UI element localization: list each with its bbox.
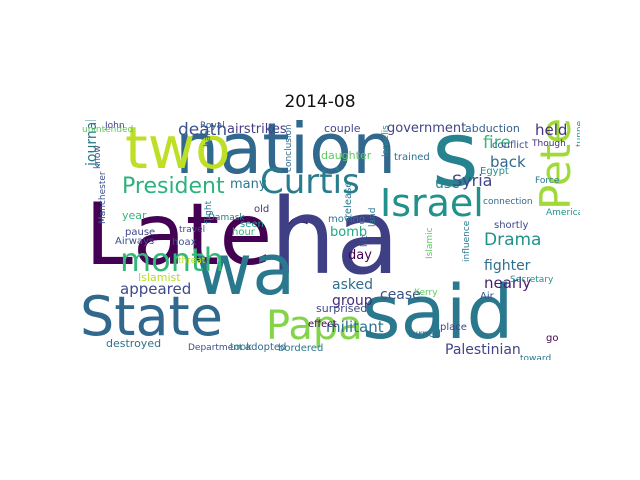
cloud-word: use — [435, 176, 460, 192]
cloud-word: lift — [360, 235, 370, 247]
cloud-word: old — [254, 204, 270, 215]
cloud-word: fighter — [484, 258, 531, 274]
cloud-word: John — [105, 121, 125, 131]
cloud-word: seen — [240, 219, 264, 230]
cloud-word: Secretary — [510, 275, 554, 285]
cloud-word: trained — [394, 152, 430, 163]
cloud-word: appeared — [120, 280, 192, 298]
cloud-word: many — [230, 177, 267, 192]
cloud-word: adopted — [245, 342, 287, 353]
cloud-word: Royal — [200, 121, 225, 131]
cloud-word: release — [343, 181, 354, 218]
cloud-word: know — [93, 145, 103, 169]
cloud-word: Islamic — [425, 227, 435, 259]
cloud-word: American — [546, 208, 580, 218]
cloud-word: government — [387, 121, 467, 136]
word-cloud: Later ha nation s two wa said State Papa Peter Isr… — [80, 120, 580, 360]
cloud-word: tunnel — [575, 120, 580, 147]
cloud-word: month — [120, 241, 224, 279]
cloud-word: daughter — [321, 149, 372, 162]
cloud-word: bordered — [278, 343, 324, 354]
cloud-word: Syria — [452, 171, 493, 190]
cloud-word: Israel — [380, 181, 484, 225]
cloud-word: Damask — [208, 213, 245, 223]
cloud-word: hour — [232, 227, 255, 238]
cloud-word: flight — [204, 200, 214, 224]
cloud-word: death — [178, 120, 228, 140]
cloud-word: abduction — [465, 122, 520, 135]
cloud-word: Drama — [484, 230, 542, 250]
cloud-word: Force — [535, 176, 560, 186]
cloud-word: unintended — [82, 125, 134, 135]
cloud-word: ban — [203, 130, 213, 147]
cloud-word: land — [368, 207, 378, 227]
cloud-word: held — [535, 121, 568, 139]
cloud-word: Manchester — [98, 171, 108, 224]
cloud-word: cease — [380, 287, 421, 303]
cloud-word: effect — [308, 319, 337, 330]
cloud-word: Though — [532, 139, 566, 149]
cloud-word: threat — [178, 256, 206, 266]
cloud-word: turned — [408, 329, 442, 340]
cloud-word: s — [432, 120, 479, 207]
cloud-word: Israelis — [381, 125, 391, 157]
cloud-word: travel — [179, 225, 206, 235]
cloud-word: hoax — [172, 237, 197, 248]
cloud-word: Curtis — [260, 162, 360, 202]
cloud-word: surprised — [316, 302, 368, 315]
cloud-word: nearly — [484, 274, 532, 292]
cloud-word: toward — [520, 354, 552, 361]
cloud-word: Airways — [115, 236, 155, 247]
cloud-word: State — [80, 285, 223, 348]
cloud-word: go — [546, 333, 559, 344]
cloud-word: conflict — [492, 140, 529, 151]
cloud-word: couple — [324, 122, 361, 135]
cloud-word: Papa — [266, 303, 363, 349]
cloud-word: connection — [483, 197, 533, 207]
cloud-word: said — [362, 270, 514, 356]
cloud-word: took — [230, 342, 252, 353]
cloud-word: moving — [328, 214, 366, 225]
cloud-word: militant — [326, 318, 384, 336]
cloud-word: pause — [125, 227, 156, 238]
cloud-word: fire — [483, 133, 511, 153]
cloud-word: year — [122, 209, 147, 222]
cloud-word: Department — [188, 343, 243, 353]
cloud-word: President — [122, 174, 225, 199]
cloud-word: nation — [175, 120, 397, 190]
cloud-word: influence — [462, 220, 472, 262]
cloud-word: Palestinian — [445, 342, 521, 358]
cloud-word: Egypt — [480, 166, 509, 177]
cloud-word: day — [348, 248, 372, 263]
chart-title: 2014-08 — [284, 92, 356, 112]
cloud-word: back — [490, 153, 526, 171]
cloud-word: Air — [480, 291, 494, 302]
cloud-word: place — [440, 322, 467, 333]
cloud-word: Later — [85, 185, 308, 285]
cloud-word: bomb — [330, 225, 368, 240]
cloud-word: ha — [270, 176, 400, 298]
cloud-word: conclusion — [284, 124, 294, 172]
cloud-word: destroyed — [106, 337, 162, 350]
cloud-word: shortly — [494, 220, 529, 231]
cloud-word: asked — [332, 277, 373, 293]
cloud-word: two — [125, 120, 231, 182]
cloud-word: group — [332, 293, 373, 309]
cloud-word: wa — [195, 229, 296, 311]
cloud-word: Kerry — [414, 288, 438, 298]
cloud-word: airstrikes — [227, 122, 287, 137]
cloud-word: Islamist — [138, 271, 181, 284]
